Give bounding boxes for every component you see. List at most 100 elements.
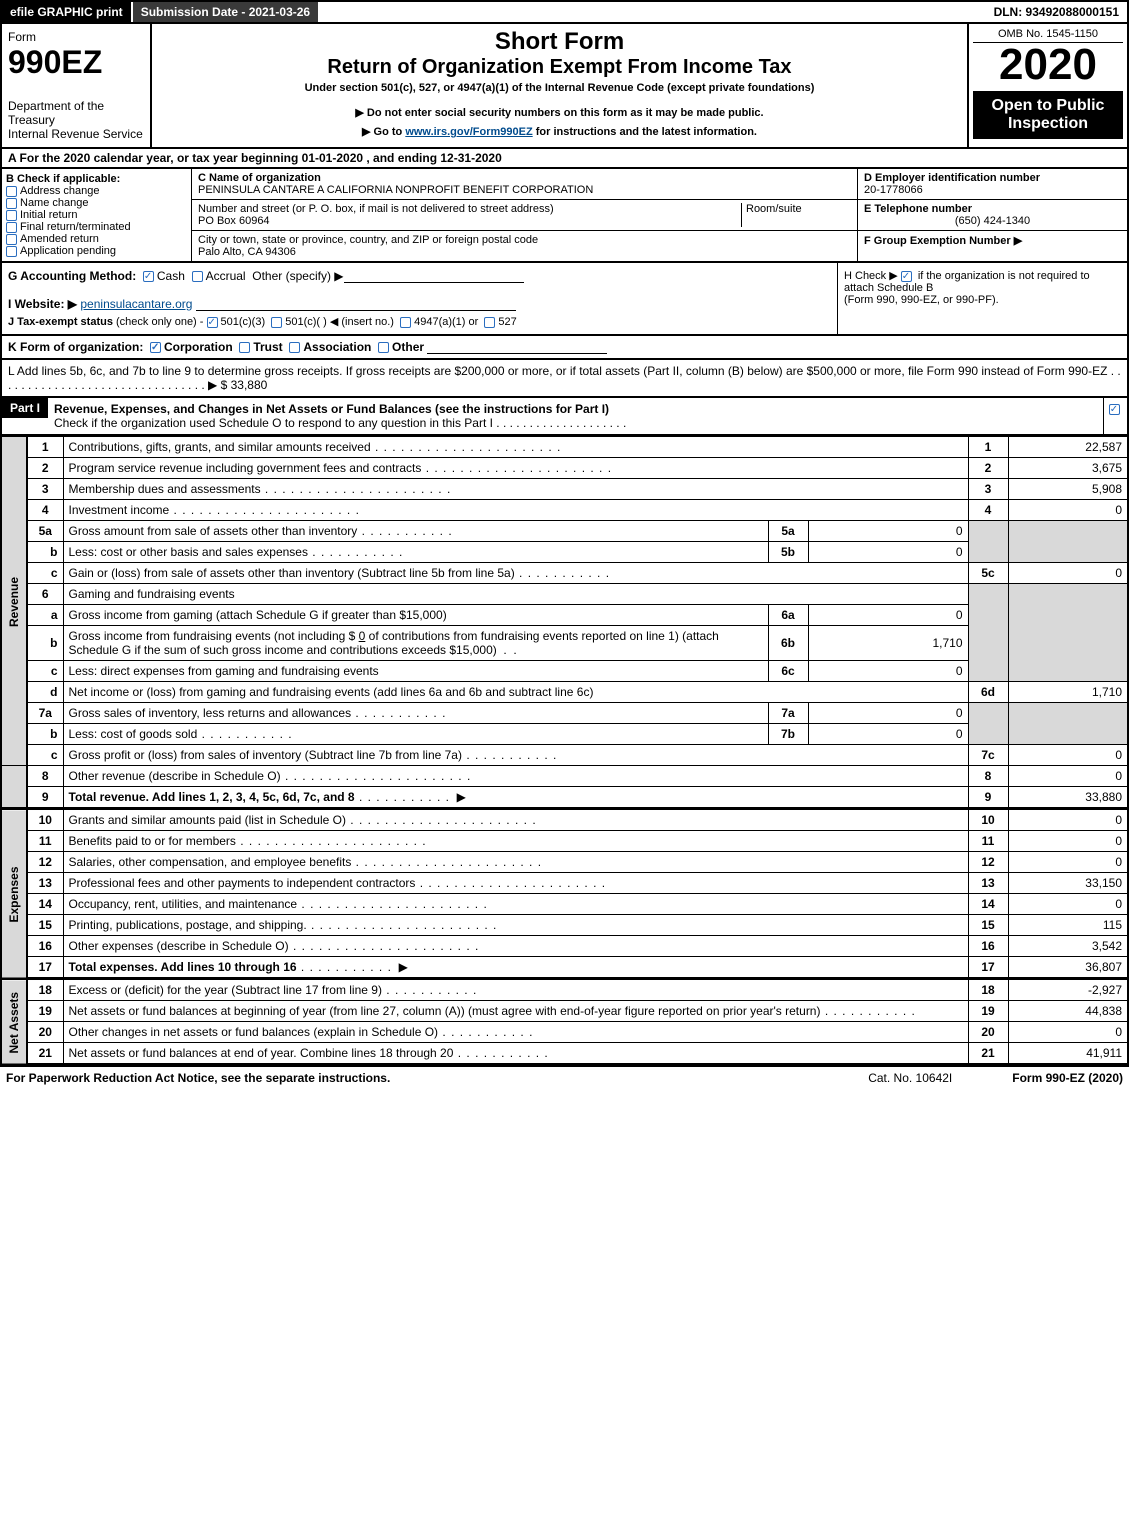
ln10-desc: Grants and similar amounts paid (list in… xyxy=(63,810,968,831)
ln17-desc: Total expenses. Add lines 10 through 16 … xyxy=(63,957,968,979)
footer-form: Form 990-EZ (2020) xyxy=(1012,1071,1123,1085)
ssn-warning: ▶ Do not enter social security numbers o… xyxy=(158,106,961,119)
ln6b-desc: Gross income from fundraising events (no… xyxy=(63,626,768,661)
f-label: F Group Exemption Number ▶ xyxy=(864,234,1121,247)
ln20-val: 0 xyxy=(1008,1022,1128,1043)
chk-association[interactable] xyxy=(289,342,300,353)
page-footer: For Paperwork Reduction Act Notice, see … xyxy=(0,1065,1129,1089)
expenses-table: Expenses 10Grants and similar amounts pa… xyxy=(0,809,1129,979)
other-org-input[interactable] xyxy=(427,341,607,354)
ln14-desc: Occupancy, rent, utilities, and maintena… xyxy=(63,894,968,915)
chk-corporation[interactable] xyxy=(150,342,161,353)
ln6d-desc: Net income or (loss) from gaming and fun… xyxy=(63,682,968,703)
footer-left: For Paperwork Reduction Act Notice, see … xyxy=(6,1071,390,1085)
i-label: I Website: ▶ xyxy=(8,297,77,311)
website-underline xyxy=(196,298,516,311)
net-assets-table: Net Assets 18Excess or (deficit) for the… xyxy=(0,979,1129,1065)
b-label: B Check if applicable: xyxy=(6,173,187,185)
chk-final-return[interactable] xyxy=(6,222,17,233)
gh-block: G Accounting Method: Cash Accrual Other … xyxy=(0,263,1129,336)
chk-501c3[interactable] xyxy=(207,317,218,328)
org-name: PENINSULA CANTARE A CALIFORNIA NONPROFIT… xyxy=(198,184,851,196)
ln7b-desc: Less: cost of goods sold xyxy=(63,724,768,745)
ln18-desc: Excess or (deficit) for the year (Subtra… xyxy=(63,980,968,1001)
j-label: J Tax-exempt status xyxy=(8,316,113,328)
line-i: I Website: ▶ peninsulacantare.org xyxy=(8,297,831,311)
ln1-val: 22,587 xyxy=(1008,437,1128,458)
form-word: Form xyxy=(8,30,144,44)
ln7a-desc: Gross sales of inventory, less returns a… xyxy=(63,703,768,724)
chk-part-i-sched-o[interactable] xyxy=(1109,404,1120,415)
chk-other-org[interactable] xyxy=(378,342,389,353)
phone-value: (650) 424-1340 xyxy=(864,215,1121,227)
under-section: Under section 501(c), 527, or 4947(a)(1)… xyxy=(158,82,961,94)
chk-trust[interactable] xyxy=(239,342,250,353)
line-h: H Check ▶ if the organization is not req… xyxy=(837,263,1127,334)
ln3-val: 5,908 xyxy=(1008,479,1128,500)
ln16-val: 3,542 xyxy=(1008,936,1128,957)
ln11-val: 0 xyxy=(1008,831,1128,852)
goto-post: for instructions and the latest informat… xyxy=(533,126,757,138)
line-g: G Accounting Method: Cash Accrual Other … xyxy=(8,269,831,283)
part-i-title: Revenue, Expenses, and Changes in Net As… xyxy=(54,402,609,416)
ln14-val: 0 xyxy=(1008,894,1128,915)
chk-application-pending[interactable] xyxy=(6,246,17,257)
website-link[interactable]: peninsulacantare.org xyxy=(80,297,192,311)
chk-h[interactable] xyxy=(901,271,912,282)
org-address: PO Box 60964 xyxy=(198,215,741,227)
ln4-val: 0 xyxy=(1008,500,1128,521)
goto-pre: ▶ Go to xyxy=(362,126,405,138)
goto-link[interactable]: www.irs.gov/Form990EZ xyxy=(405,126,532,138)
ln1-num: 1 xyxy=(27,437,63,458)
l-value: 33,880 xyxy=(231,378,268,392)
chk-527[interactable] xyxy=(484,317,495,328)
ln9-val: 33,880 xyxy=(1008,787,1128,809)
ln5b-val: 0 xyxy=(808,542,968,563)
ln13-val: 33,150 xyxy=(1008,873,1128,894)
room-suite-label: Room/suite xyxy=(741,203,851,227)
chk-4947[interactable] xyxy=(400,317,411,328)
ein-value: 20-1778066 xyxy=(864,184,1121,196)
ln19-val: 44,838 xyxy=(1008,1001,1128,1022)
chk-address-change[interactable] xyxy=(6,186,17,197)
ln6d-val: 1,710 xyxy=(1008,682,1128,703)
section-b: B Check if applicable: Address change Na… xyxy=(2,169,192,261)
form-title: Short Form xyxy=(158,28,961,56)
tax-year: 2020 xyxy=(973,43,1123,87)
ln4-desc: Investment income xyxy=(63,500,968,521)
ln5a-val: 0 xyxy=(808,521,968,542)
ln1-desc: Contributions, gifts, grants, and simila… xyxy=(63,437,968,458)
ln12-desc: Salaries, other compensation, and employ… xyxy=(63,852,968,873)
ln7c-val: 0 xyxy=(1008,745,1128,766)
c-name-label: C Name of organization xyxy=(198,172,851,184)
section-c: C Name of organization PENINSULA CANTARE… xyxy=(192,169,857,261)
chk-accrual[interactable] xyxy=(192,271,203,282)
top-bar: efile GRAPHIC print Submission Date - 20… xyxy=(0,0,1129,24)
chk-cash[interactable] xyxy=(143,271,154,282)
ln6-desc: Gaming and fundraising events xyxy=(63,584,968,605)
side-revenue: Revenue xyxy=(1,437,27,766)
revenue-table: Revenue 1 Contributions, gifts, grants, … xyxy=(0,436,1129,809)
ln19-desc: Net assets or fund balances at beginning… xyxy=(63,1001,968,1022)
chk-initial-return[interactable] xyxy=(6,210,17,221)
ln10-val: 0 xyxy=(1008,810,1128,831)
chk-501c[interactable] xyxy=(271,317,282,328)
g-label: G Accounting Method: xyxy=(8,269,136,283)
part-i-check-note: Check if the organization used Schedule … xyxy=(54,416,626,430)
ln15-desc: Printing, publications, postage, and shi… xyxy=(63,915,968,936)
e-label: E Telephone number xyxy=(864,203,1121,215)
efile-label[interactable]: efile GRAPHIC print xyxy=(2,2,131,22)
dept-treasury: Department of the Treasury xyxy=(8,99,144,127)
chk-amended-return[interactable] xyxy=(6,234,17,245)
ln5c-desc: Gain or (loss) from sale of assets other… xyxy=(63,563,968,584)
ln2-desc: Program service revenue including govern… xyxy=(63,458,968,479)
ln3-desc: Membership dues and assessments xyxy=(63,479,968,500)
footer-catno: Cat. No. 10642I xyxy=(868,1071,952,1085)
ln12-val: 0 xyxy=(1008,852,1128,873)
ln5c-val: 0 xyxy=(1008,563,1128,584)
side-net-assets: Net Assets xyxy=(1,980,27,1065)
other-specify-input[interactable] xyxy=(344,270,524,283)
ln6c-val: 0 xyxy=(808,661,968,682)
chk-name-change[interactable] xyxy=(6,198,17,209)
dln: DLN: 93492088000151 xyxy=(986,2,1127,22)
